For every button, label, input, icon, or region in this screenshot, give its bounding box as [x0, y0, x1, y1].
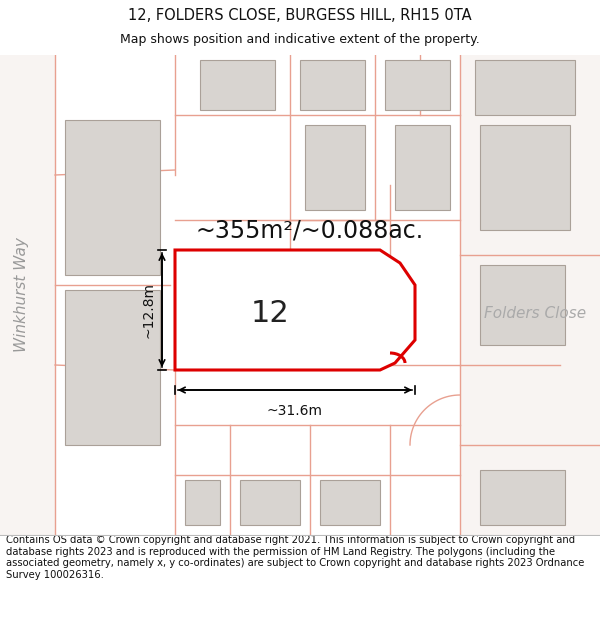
Bar	[320, 480, 380, 525]
Bar	[0, 55, 55, 535]
Bar	[230, 260, 360, 355]
Bar	[240, 480, 300, 525]
Bar	[395, 125, 450, 210]
Bar	[65, 120, 160, 275]
Bar	[480, 265, 565, 345]
Bar	[460, 55, 600, 535]
Bar	[385, 60, 450, 110]
Bar	[480, 470, 565, 525]
Text: ~31.6m: ~31.6m	[267, 404, 323, 418]
Bar	[185, 480, 220, 525]
Bar	[480, 125, 570, 230]
Bar	[305, 125, 365, 210]
Text: Map shows position and indicative extent of the property.: Map shows position and indicative extent…	[120, 33, 480, 46]
Text: Folders Close: Folders Close	[484, 306, 586, 321]
Polygon shape	[175, 250, 415, 370]
Text: 12, FOLDERS CLOSE, BURGESS HILL, RH15 0TA: 12, FOLDERS CLOSE, BURGESS HILL, RH15 0T…	[128, 8, 472, 23]
Text: ~355m²/~0.088ac.: ~355m²/~0.088ac.	[196, 218, 424, 242]
Text: 12: 12	[251, 299, 289, 328]
Text: Contains OS data © Crown copyright and database right 2021. This information is : Contains OS data © Crown copyright and d…	[6, 535, 584, 580]
Bar	[475, 60, 575, 115]
Bar	[300, 60, 365, 110]
Bar	[200, 60, 275, 110]
Bar	[65, 290, 160, 445]
Text: Winkhurst Way: Winkhurst Way	[14, 238, 29, 352]
Text: ~12.8m: ~12.8m	[142, 282, 156, 338]
